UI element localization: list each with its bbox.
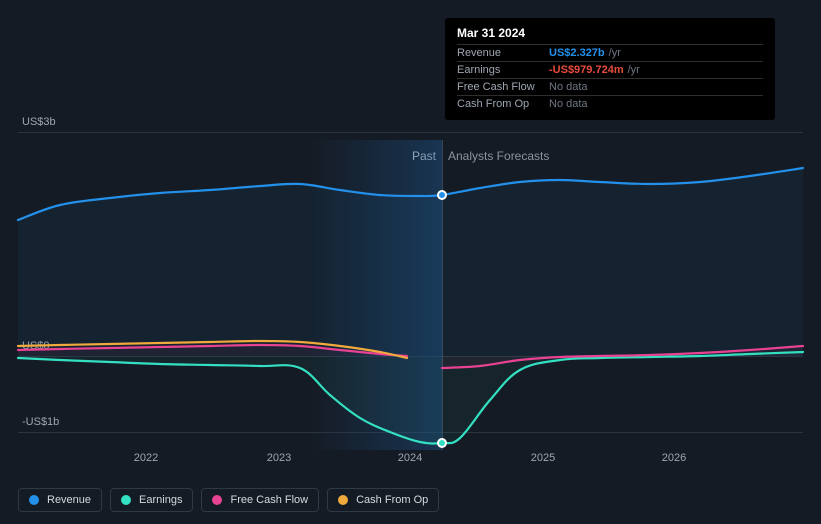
- hover-tooltip: Mar 31 2024 RevenueUS$2.327b/yrEarnings-…: [445, 18, 775, 120]
- tooltip-date: Mar 31 2024: [457, 26, 763, 44]
- tooltip-nodata: No data: [549, 98, 588, 110]
- tooltip-metric-value: US$2.327b: [549, 47, 605, 59]
- tooltip-row: Cash From OpNo data: [457, 95, 763, 112]
- tooltip-metric-label: Earnings: [457, 64, 549, 76]
- tooltip-row: Free Cash FlowNo data: [457, 78, 763, 95]
- tooltip-metric-value: -US$979.724m: [549, 64, 624, 76]
- tooltip-metric-label: Revenue: [457, 47, 549, 59]
- tooltip-metric-label: Cash From Op: [457, 98, 549, 110]
- hover-marker-earnings: [437, 438, 447, 448]
- tooltip-metric-suffix: /yr: [609, 47, 621, 59]
- tooltip-nodata: No data: [549, 81, 588, 93]
- tooltip-row: RevenueUS$2.327b/yr: [457, 44, 763, 61]
- tooltip-row: Earnings-US$979.724m/yr: [457, 61, 763, 78]
- tooltip-metric-suffix: /yr: [628, 64, 640, 76]
- financials-chart: US$3bUS$0-US$1b Past Analysts Forecasts …: [0, 0, 821, 524]
- tooltip-metric-label: Free Cash Flow: [457, 81, 549, 93]
- hover-marker-revenue: [437, 190, 447, 200]
